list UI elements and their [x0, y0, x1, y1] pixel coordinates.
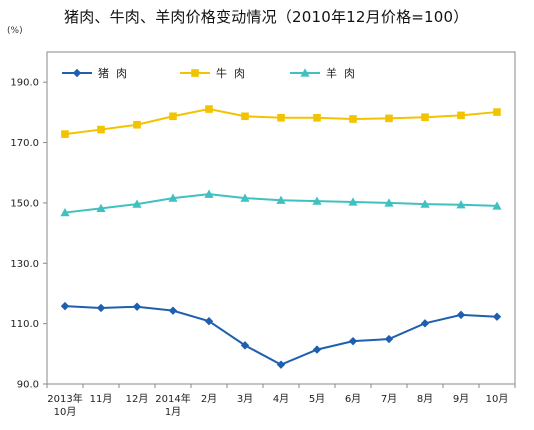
data-point	[132, 199, 142, 208]
legend-swatch-marker	[191, 69, 199, 77]
series-2	[60, 189, 502, 217]
data-point	[240, 193, 250, 202]
data-point	[61, 130, 69, 138]
data-point	[241, 112, 249, 121]
x-tick-label: 9月	[453, 393, 469, 405]
x-tick-label: 10月	[54, 406, 77, 418]
y-tick-label: 90.0	[17, 380, 39, 391]
x-tick-label: 6月	[345, 393, 361, 405]
legend-item: 猪 肉	[62, 67, 127, 80]
data-point	[385, 114, 393, 123]
y-tick-label: 190.0	[10, 78, 39, 89]
data-point	[277, 113, 285, 122]
data-point	[133, 120, 141, 129]
data-point	[97, 125, 105, 134]
data-point	[456, 310, 466, 320]
x-tick-label: 7月	[381, 393, 397, 405]
legend-label: 牛 肉	[216, 66, 245, 80]
x-tick-label: 5月	[309, 393, 325, 405]
data-point	[169, 112, 177, 121]
data-point	[312, 345, 322, 354]
data-point	[348, 197, 358, 206]
x-tick-label: 12月	[126, 393, 149, 405]
data-point	[420, 319, 430, 328]
x-tick-label: 2013年	[47, 392, 82, 405]
x-tick-label: 3月	[237, 393, 253, 405]
data-point	[132, 302, 142, 311]
data-point	[492, 312, 502, 321]
y-tick-label: 150.0	[10, 198, 39, 209]
data-point	[205, 105, 213, 113]
data-point	[421, 113, 429, 121]
data-point	[313, 113, 321, 122]
data-point	[348, 336, 358, 346]
data-point	[276, 360, 286, 369]
x-tick-label: 10月	[486, 393, 509, 405]
legend-swatch-marker	[300, 68, 310, 77]
data-point	[60, 207, 70, 217]
x-tick-label: 4月	[273, 393, 289, 405]
legend-label: 羊 肉	[326, 66, 355, 80]
data-point	[384, 334, 394, 344]
data-point	[420, 199, 430, 208]
plot-area-frame	[46, 51, 516, 385]
data-point	[60, 301, 70, 311]
data-point	[493, 108, 501, 116]
data-point	[96, 203, 106, 213]
chart-title: 猪肉、牛肉、羊肉价格变动情况（2010年12月价格=100）	[64, 8, 469, 26]
data-point	[240, 341, 250, 350]
series-0	[60, 301, 502, 369]
x-tick-label: 1月	[165, 406, 181, 418]
legend-item: 牛 肉	[180, 66, 245, 80]
y-tick-label: 130.0	[10, 259, 39, 270]
legend-item: 羊 肉	[290, 66, 355, 80]
x-tick-label: 8月	[417, 393, 433, 405]
data-point	[492, 201, 502, 210]
data-point	[168, 306, 178, 315]
data-point	[457, 111, 465, 120]
data-point	[384, 198, 394, 207]
legend-swatch-marker	[72, 68, 82, 78]
y-axis-unit: (%)	[7, 26, 23, 36]
data-point	[456, 200, 466, 209]
data-point	[276, 195, 286, 204]
series-line	[64, 305, 498, 366]
y-tick-label: 170.0	[10, 138, 39, 149]
y-tick-label: 110.0	[10, 319, 39, 330]
x-tick-label: 2月	[201, 393, 217, 405]
data-point	[204, 317, 214, 326]
data-point	[168, 193, 178, 202]
x-tick-label: 11月	[90, 393, 113, 405]
data-point	[349, 115, 357, 123]
legend-label: 猪 肉	[98, 67, 127, 80]
data-point	[96, 303, 106, 313]
x-tick-label: 2014年	[155, 392, 190, 405]
data-point	[312, 196, 322, 205]
data-point	[204, 189, 214, 198]
series-1	[61, 105, 501, 138]
